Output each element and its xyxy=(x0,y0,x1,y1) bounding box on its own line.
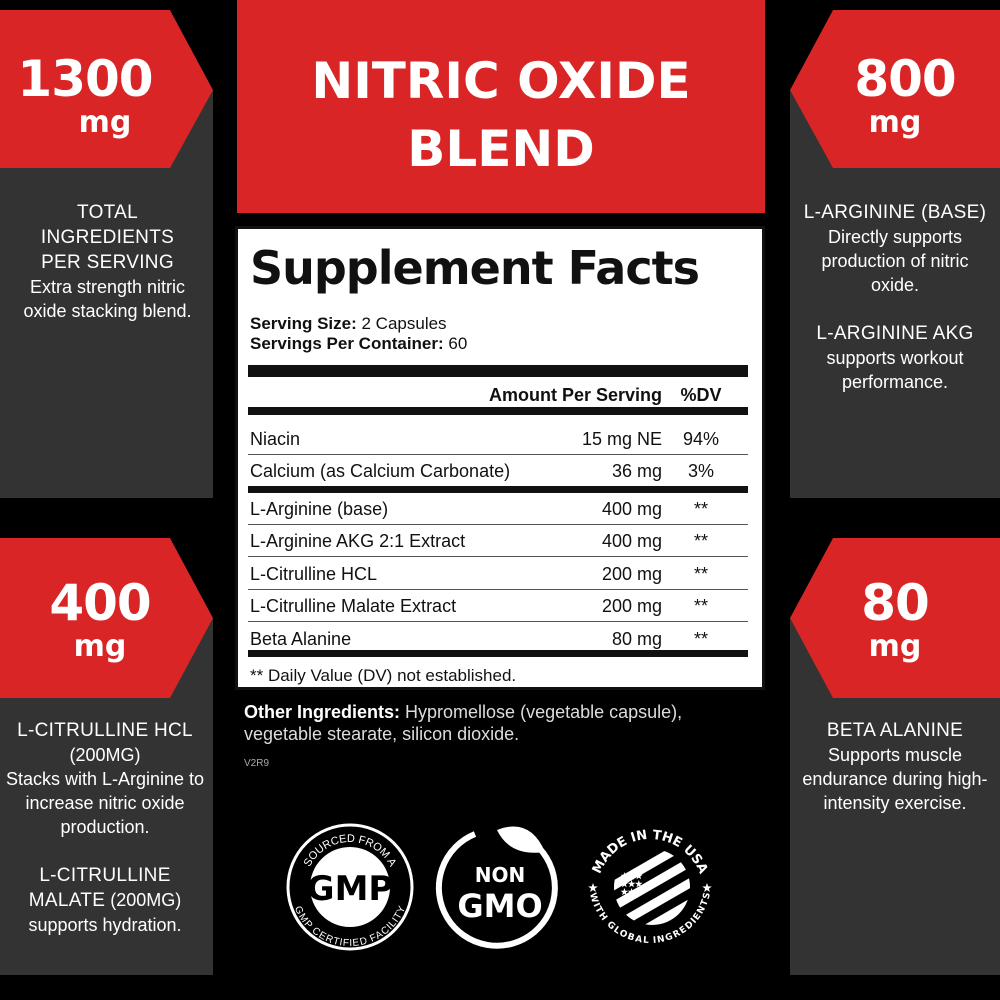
nutrient-name: L-Citrulline HCL xyxy=(250,564,378,584)
usa-bottom-text: WITH GLOBAL INGREDIENTS xyxy=(587,892,713,946)
nutrient-dv: ** xyxy=(693,596,708,616)
unit: mg xyxy=(78,105,132,140)
panel-text: Extra strength nitric oxide stacking ble… xyxy=(23,277,192,321)
row-divider xyxy=(248,621,748,622)
nutrient-name: L-Arginine AKG 2:1 Extract xyxy=(250,531,466,551)
other-ingredients: Other Ingredients: Hypromellose (vegetab… xyxy=(244,701,764,745)
divider xyxy=(248,486,748,493)
nutrient-name: Calcium (as Calcium Carbonate) xyxy=(250,461,511,481)
panel-citrulline: 400 mg L-CITRULLINE HCL (200MG) Stacks wi… xyxy=(0,538,213,975)
serving-size: Serving Size: 2 Capsules xyxy=(250,314,447,334)
panel-text-2: supports workout performance. xyxy=(826,348,964,392)
servings-value: 60 xyxy=(448,334,468,353)
col-amount: Amount Per Serving xyxy=(488,385,662,405)
amount: 800 xyxy=(854,50,956,108)
panel-arginine: 800 mg L-ARGININE (BASE) Directly support… xyxy=(790,10,1000,498)
nutrient-amount: 400 mg xyxy=(601,531,662,551)
table-row: Calcium (as Calcium Carbonate) 36 mg 3% xyxy=(250,455,748,487)
divider xyxy=(248,650,748,657)
supplement-facts-panel: Supplement Facts Serving Size: 2 Capsule… xyxy=(235,226,765,690)
servings-label: Servings Per Container: xyxy=(250,334,444,353)
nutrient-amount: 400 mg xyxy=(601,499,662,519)
nutrient-name: L-Citrulline Malate Extract xyxy=(250,596,457,616)
column-headers: Amount Per Serving %DV xyxy=(250,379,748,411)
nutrient-dv: ** xyxy=(693,499,708,519)
panel-text: Supports muscle endurance during high-in… xyxy=(802,745,988,813)
nutrient-amount: 200 mg xyxy=(601,564,662,584)
row-divider xyxy=(248,589,748,590)
serving-size-value: 2 Capsules xyxy=(361,314,447,333)
nutrient-amount: 80 mg xyxy=(611,629,662,649)
table-row: L-Arginine (base) 400 mg ** xyxy=(250,493,748,525)
svg-text:WITH GLOBAL INGREDIENTS: WITH GLOBAL INGREDIENTS xyxy=(587,892,713,946)
servings-per-container: Servings Per Container: 60 xyxy=(250,334,467,354)
table-row: Beta Alanine 80 mg ** xyxy=(250,623,748,655)
unit: mg xyxy=(868,629,922,664)
panel-beta-alanine: 80 mg BETA ALANINE Supports muscle endura… xyxy=(790,538,1000,975)
panel-text-2: supports hydration. xyxy=(28,915,182,935)
flag-icon xyxy=(614,849,690,925)
panel-title: L-ARGININE (BASE) xyxy=(803,202,987,223)
panel-title: BETA ALANINE xyxy=(826,720,964,741)
row-divider xyxy=(248,454,748,455)
non-gmo-badge: NON GMO xyxy=(435,826,558,949)
non-text: NON xyxy=(475,863,525,887)
header-line-2: BLEND xyxy=(407,120,595,178)
nutrient-amount: 36 mg xyxy=(611,461,662,481)
table-row: Niacin 15 mg NE 94% xyxy=(250,423,748,455)
red-arrow-banner xyxy=(0,538,213,698)
panel-total: 1300 mg TOTAL INGREDIENTS PER SERVING Ext… xyxy=(0,10,213,498)
panel-text: Directly supports production of nitric o… xyxy=(821,227,969,295)
nutrient-dv: 3% xyxy=(687,461,714,481)
col-dv: %DV xyxy=(680,385,722,405)
nutrient-amount: 200 mg xyxy=(601,596,662,616)
unit: mg xyxy=(868,105,922,140)
gmp-text: GMP xyxy=(307,869,394,909)
panel-title: L-CITRULLINE HCL xyxy=(17,720,193,741)
made-in-usa-badge: MADE IN THE USA WITH GLOBAL INGREDIENTS xyxy=(587,828,713,946)
panel-title-2-suffix: (200MG) xyxy=(110,890,182,910)
footnote: ** Daily Value (DV) not established. xyxy=(250,666,517,685)
nutrient-dv: ** xyxy=(693,531,708,551)
red-arrow-banner xyxy=(790,538,1000,698)
nutrient-amount: 15 mg NE xyxy=(581,429,662,449)
panel-title-2: L-CITRULLINE MALATE xyxy=(28,865,171,911)
other-label: Other Ingredients: xyxy=(244,702,401,722)
amount: 1300 xyxy=(17,50,153,108)
nutrient-dv: ** xyxy=(693,564,708,584)
red-arrow-banner xyxy=(790,10,1000,168)
nutrient-name: L-Arginine (base) xyxy=(250,499,389,519)
unit: mg xyxy=(73,629,127,664)
row-divider xyxy=(248,524,748,525)
red-arrow-banner xyxy=(0,10,213,168)
divider xyxy=(248,407,748,415)
header-line-1: NITRIC OXIDE xyxy=(311,52,691,110)
amount: 80 xyxy=(861,574,930,632)
nutrient-name: Beta Alanine xyxy=(250,629,352,649)
table-row: L-Citrulline Malate Extract 200 mg ** xyxy=(250,590,748,622)
nutrient-name: Niacin xyxy=(250,429,301,449)
table-row: L-Citrulline HCL 200 mg ** xyxy=(250,558,748,590)
panel-text: Stacks with L-Arginine to increase nitri… xyxy=(5,769,205,837)
table-row: L-Arginine AKG 2:1 Extract 400 mg ** xyxy=(250,525,748,557)
other-text: Hypromellose (vegetable capsule), vegeta… xyxy=(244,702,683,744)
version-code: V2R9 xyxy=(244,758,270,769)
facts-title: Supplement Facts xyxy=(250,241,700,295)
divider xyxy=(248,365,748,377)
amount: 400 xyxy=(49,574,151,632)
panel-title: TOTAL INGREDIENTS PER SERVING xyxy=(40,202,175,273)
leaf-icon xyxy=(497,826,545,853)
gmo-text: GMO xyxy=(457,887,542,925)
nutrient-dv: ** xyxy=(693,629,708,649)
row-divider xyxy=(248,556,748,557)
serving-size-label: Serving Size: xyxy=(250,314,357,333)
blend-header: NITRIC OXIDE BLEND xyxy=(237,0,765,213)
nutrient-dv: 94% xyxy=(682,429,720,449)
panel-title-2: L-ARGININE AKG xyxy=(816,323,974,344)
gmp-badge: SOURCED FROM A GMP CERTIFIED FACILITY GM… xyxy=(286,823,414,951)
panel-title-suffix: (200MG) xyxy=(69,745,141,765)
